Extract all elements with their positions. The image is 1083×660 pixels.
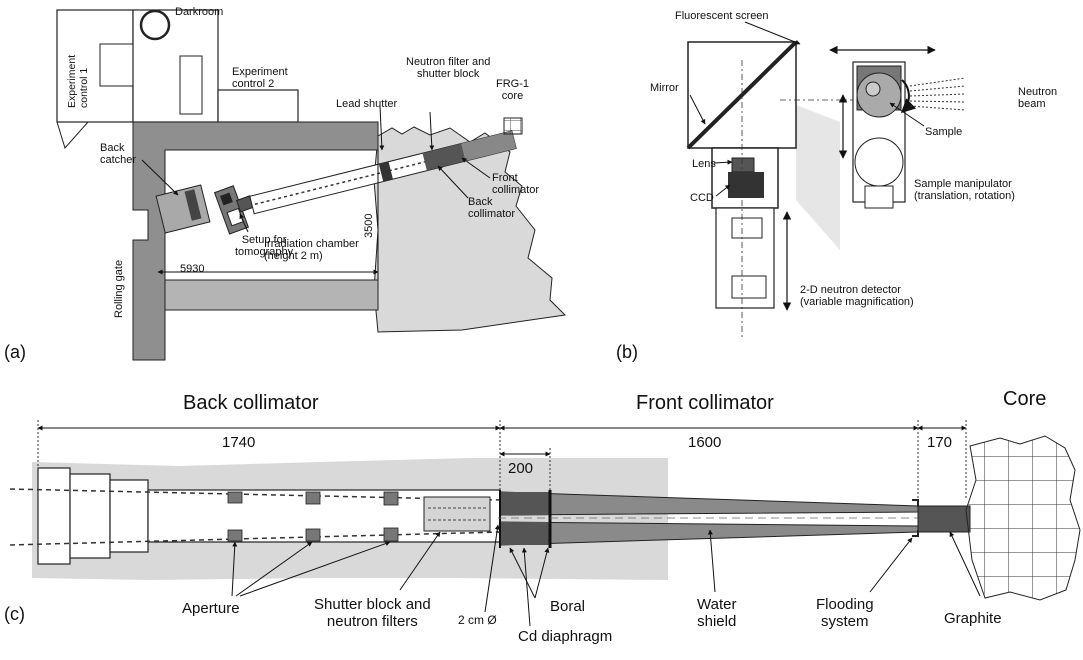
experiment-control-2-label: Experiment control 2	[232, 66, 288, 90]
dim-1600-label: 1600	[688, 434, 722, 451]
shutter-block-label: Shutter block and neutron filters	[314, 596, 431, 630]
dim-170-label: 170	[927, 434, 953, 451]
ccd-chip	[728, 172, 764, 198]
lead-shutter-label: Lead shutter	[336, 98, 398, 110]
panel-b-leaders	[689, 21, 925, 197]
front-collimator-label: Front collimator	[492, 172, 540, 196]
neutron-beam-lines	[909, 77, 966, 111]
darkroom-door-icon	[139, 9, 171, 41]
experiment-control-2-room	[217, 89, 299, 123]
back-catcher-label: Back catcher	[100, 142, 137, 166]
sample-manipulator-label: Sample manipulator (translation, rotatio…	[914, 178, 1015, 202]
panel-b-letter: (b)	[616, 342, 638, 362]
tomography-setup-label: Setup for tomography	[235, 234, 294, 258]
panel-a-leaders	[141, 105, 520, 233]
mirror-label: Mirror	[650, 82, 679, 94]
neutron-beam-label: Neutron beam	[1018, 86, 1058, 110]
beam-tube	[249, 130, 517, 215]
frg-core-label: FRG-1 core	[496, 78, 529, 102]
lens-part	[731, 157, 755, 173]
tomography-setup	[213, 185, 255, 235]
manipulator-lower-disk	[854, 137, 904, 187]
back-catcher-block	[184, 189, 202, 221]
manipulator-base	[864, 185, 894, 209]
front-collimator-header: Front collimator	[636, 392, 774, 414]
detector-label: 2-D neutron detector (variable magnifica…	[800, 284, 914, 308]
cd-diaphragm-upper	[500, 492, 550, 515]
reactor-rock	[373, 126, 567, 333]
back-plug-2	[69, 473, 111, 559]
bottom-wall	[164, 279, 379, 311]
darkroom-bench	[179, 55, 203, 115]
dim-5930-label: 5930	[180, 263, 205, 275]
beam-glow	[796, 105, 840, 250]
diameter-label: 2 cm Ø	[458, 613, 497, 627]
panel-a-drawing	[56, 9, 567, 361]
back-plug-1	[37, 467, 71, 565]
sample-piece	[865, 81, 881, 97]
irradiation-chamber-label: Irradiation chamber (height 2 m)	[264, 238, 359, 262]
aperture-label: Aperture	[182, 600, 240, 617]
lens-label: Lens	[692, 158, 716, 170]
fluorescent-screen-label: Fluorescent screen	[675, 10, 769, 22]
detector-carriage-1	[731, 217, 763, 239]
cd-diaphragm-lower	[500, 522, 550, 545]
core-header: Core	[1003, 388, 1047, 410]
mirror-diagonal	[686, 40, 798, 150]
shutter-block	[423, 496, 491, 532]
frg-core-grid	[503, 117, 523, 135]
dim-1740-label: 1740	[222, 434, 256, 451]
boral-label: Boral	[550, 598, 586, 615]
darkroom-room	[132, 9, 219, 123]
beam-lower-dashed	[9, 531, 501, 546]
panel-c-letter: (c)	[4, 604, 25, 624]
ccd-label: CCD	[690, 192, 714, 204]
desk	[99, 43, 134, 87]
dim-3500-label: 3500	[363, 213, 375, 238]
rotation-arrow	[900, 79, 916, 113]
panel-b-drawing	[686, 21, 966, 340]
neutron-filter-label: Neutron filter and shutter block	[406, 56, 491, 80]
panel-a-letter: (a)	[4, 342, 26, 362]
dim-200-label: 200	[508, 460, 534, 477]
back-collimator-label: Back collimator	[468, 196, 516, 220]
detector-carriage-2	[731, 275, 767, 299]
panel-c-leaders	[231, 524, 981, 627]
rolling-gate-label: Rolling gate	[113, 259, 125, 318]
graphite-block	[917, 505, 971, 533]
flooding-system-label: Flooding system	[816, 596, 874, 630]
door-swing	[56, 121, 89, 149]
apertures	[227, 491, 399, 542]
sample-label: Sample	[925, 126, 963, 138]
front-collimator-upper	[499, 491, 919, 516]
darkroom-label: Darkroom	[175, 6, 224, 18]
panel-c-drawing	[9, 420, 1081, 627]
experiment-control-1-label: Experiment control 1	[66, 54, 90, 108]
water-shield-label: Water shield	[697, 596, 737, 630]
beam-upper-dashed	[9, 488, 501, 501]
front-collimator-lower	[499, 521, 919, 546]
core-grid	[965, 435, 1081, 601]
graphite-label: Graphite	[944, 610, 1002, 627]
back-catcher	[155, 184, 211, 234]
cd-diaphragm-label: Cd diaphragm	[518, 628, 613, 645]
sample-disk	[856, 72, 902, 118]
back-collimator-header: Back collimator	[183, 392, 319, 414]
